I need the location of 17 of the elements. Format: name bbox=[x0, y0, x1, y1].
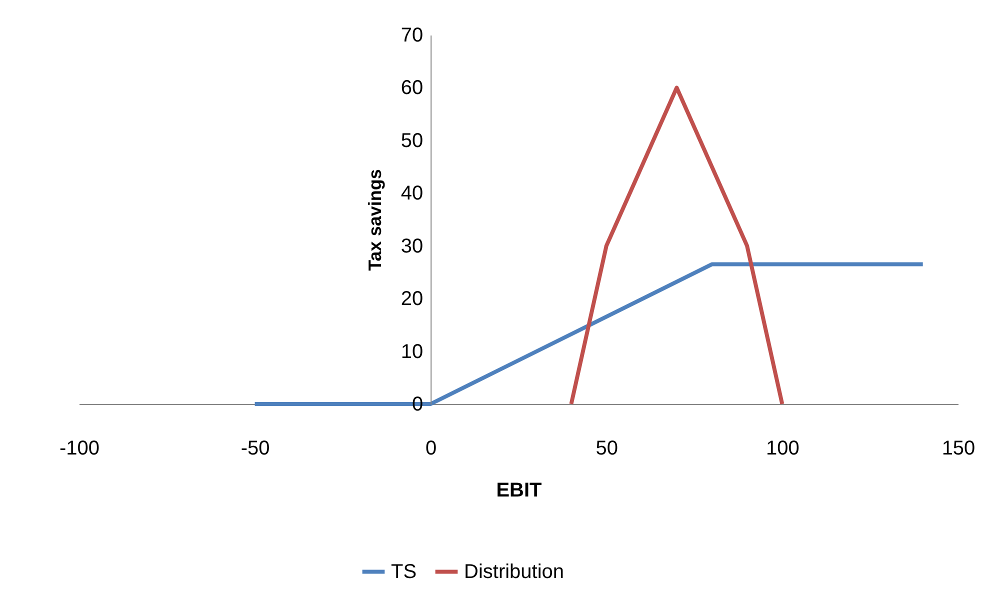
x-tick-label: -50 bbox=[240, 438, 270, 460]
y-tick-label: 30 bbox=[400, 235, 424, 258]
x-tick-label: -100 bbox=[59, 438, 100, 460]
y-tick-label: 10 bbox=[400, 340, 424, 363]
y-tick-label: 60 bbox=[400, 77, 424, 100]
y-axis-title: Tax savings bbox=[364, 169, 385, 271]
x-axis-title: EBIT bbox=[496, 480, 542, 502]
x-tick-label: 50 bbox=[596, 438, 618, 460]
y-tick-label: 50 bbox=[400, 130, 424, 152]
y-tick-label: 70 bbox=[400, 24, 424, 46]
y-tick-label: 40 bbox=[400, 182, 424, 205]
x-tick-label: 150 bbox=[942, 438, 976, 460]
x-tick-label: 100 bbox=[766, 438, 800, 460]
legend-label: TS bbox=[391, 560, 417, 583]
x-tick-label: 0 bbox=[426, 438, 437, 460]
legend-label: Distribution bbox=[464, 560, 564, 583]
y-tick-label: 20 bbox=[400, 288, 424, 310]
